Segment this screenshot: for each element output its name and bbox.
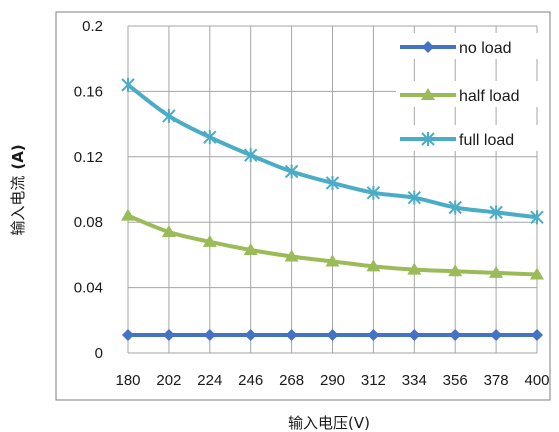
legend-label: full load xyxy=(459,132,514,149)
series xyxy=(121,77,544,342)
series-full-load xyxy=(121,77,544,225)
triangle-marker xyxy=(448,264,463,277)
star-marker xyxy=(407,190,422,205)
series-half-load xyxy=(121,208,544,280)
star-marker xyxy=(121,77,135,92)
star-marker xyxy=(162,108,176,123)
y-tick-label: 0.16 xyxy=(74,83,103,100)
y-tick-label: 0.12 xyxy=(74,149,103,166)
legend-item: full load xyxy=(396,125,544,151)
x-tick-label: 290 xyxy=(320,372,345,389)
x-tick-label: 400 xyxy=(524,372,549,389)
y-axis-ticks: 0 0.04 0.08 0.12 0.16 0.2 xyxy=(74,18,103,362)
star-marker xyxy=(530,210,544,225)
diamond-marker xyxy=(122,329,134,342)
triangle-marker xyxy=(202,234,217,247)
x-tick-label: 378 xyxy=(484,372,509,389)
star-marker xyxy=(243,148,258,163)
diamond-marker xyxy=(367,329,380,342)
star-marker xyxy=(366,185,381,200)
triangle-marker xyxy=(243,242,258,255)
legend-item: half load xyxy=(396,81,544,107)
x-tick-label: 246 xyxy=(238,372,263,389)
diamond-marker xyxy=(449,329,462,342)
svg-text:输入电流(A): 输入电流 (A) xyxy=(9,144,27,235)
triangle-marker xyxy=(121,208,135,221)
legend: no load half load full load xyxy=(396,33,544,151)
star-marker xyxy=(284,164,299,179)
y-tick-label: 0.2 xyxy=(82,18,103,35)
grid xyxy=(127,25,538,354)
y-axis-label: 输入电流 xyxy=(9,176,27,236)
triangle-marker xyxy=(161,225,176,238)
x-tick-label: 334 xyxy=(402,372,427,389)
y-axis-title: 输入电流 (A) xyxy=(9,144,27,235)
x-tick-label: 356 xyxy=(443,372,468,389)
diamond-marker xyxy=(203,329,216,342)
chart-frame xyxy=(55,11,551,401)
triangle-marker xyxy=(366,259,381,272)
x-tick-label: 312 xyxy=(361,372,386,389)
x-tick-label: 180 xyxy=(115,372,140,389)
diamond-marker xyxy=(162,329,175,342)
y-tick-label: 0.04 xyxy=(74,280,103,297)
triangle-marker xyxy=(325,254,340,267)
x-tick-label: 202 xyxy=(156,372,181,389)
triangle-marker xyxy=(530,267,544,280)
diamond-marker xyxy=(408,329,421,342)
star-marker xyxy=(489,205,503,220)
x-tick-label: 268 xyxy=(279,372,304,389)
legend-label: half load xyxy=(459,88,520,105)
series-no-load xyxy=(122,329,543,342)
star-marker xyxy=(421,132,435,146)
y-axis-unit: (A) xyxy=(9,144,27,169)
legend-item: no load xyxy=(396,33,544,59)
star-marker xyxy=(448,200,462,215)
legend-label: no load xyxy=(459,40,512,57)
diamond-marker xyxy=(326,329,339,342)
triangle-marker xyxy=(407,262,422,275)
star-marker xyxy=(203,130,217,145)
diamond-marker xyxy=(422,41,434,53)
x-tick-label: 224 xyxy=(197,372,222,389)
y-tick-label: 0.08 xyxy=(74,214,103,231)
diamond-marker xyxy=(285,329,298,342)
diamond-marker xyxy=(490,329,503,342)
triangle-marker xyxy=(421,88,435,100)
x-axis-ticks: 180 202 224 246 268 290 312 334 356 378 400 xyxy=(115,372,549,389)
diamond-marker xyxy=(531,329,543,342)
triangle-marker xyxy=(489,265,504,278)
triangle-marker xyxy=(284,249,299,262)
y-tick-label: 0 xyxy=(95,345,103,362)
diamond-marker xyxy=(244,329,257,342)
star-marker xyxy=(325,175,340,190)
x-axis-title: 输入电压(V) xyxy=(288,414,370,432)
